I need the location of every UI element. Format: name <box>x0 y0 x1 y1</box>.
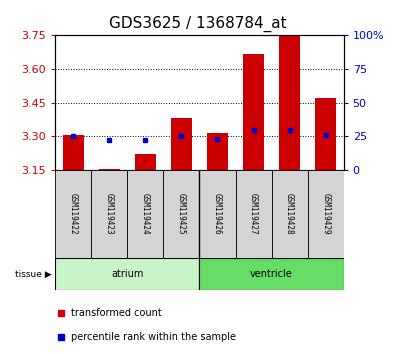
Bar <box>235 170 272 258</box>
Bar <box>62 135 84 170</box>
Text: GSM119424: GSM119424 <box>141 193 150 235</box>
Bar <box>171 118 192 170</box>
Bar <box>308 170 344 258</box>
Bar <box>164 170 199 258</box>
Text: percentile rank within the sample: percentile rank within the sample <box>71 332 236 342</box>
Bar <box>315 98 337 170</box>
Text: ventricle: ventricle <box>250 269 293 279</box>
Bar <box>199 258 344 290</box>
Bar <box>99 169 120 170</box>
Text: transformed count: transformed count <box>71 308 162 318</box>
Text: GDS3625 / 1368784_at: GDS3625 / 1368784_at <box>109 16 286 32</box>
Text: GSM119429: GSM119429 <box>321 193 330 235</box>
Bar <box>199 170 235 258</box>
Bar <box>279 35 300 170</box>
Bar <box>55 170 91 258</box>
Bar <box>135 154 156 170</box>
Text: GSM119423: GSM119423 <box>105 193 114 235</box>
Bar <box>91 170 127 258</box>
Text: tissue ▶: tissue ▶ <box>15 270 51 279</box>
Bar <box>127 170 164 258</box>
Text: GSM119426: GSM119426 <box>213 193 222 235</box>
Bar <box>55 258 199 290</box>
Text: GSM119422: GSM119422 <box>69 193 78 235</box>
Text: GSM119427: GSM119427 <box>249 193 258 235</box>
Text: atrium: atrium <box>111 269 143 279</box>
Bar <box>243 55 264 170</box>
Bar <box>272 170 308 258</box>
Text: GSM119428: GSM119428 <box>285 193 294 235</box>
Text: GSM119425: GSM119425 <box>177 193 186 235</box>
Bar <box>207 133 228 170</box>
